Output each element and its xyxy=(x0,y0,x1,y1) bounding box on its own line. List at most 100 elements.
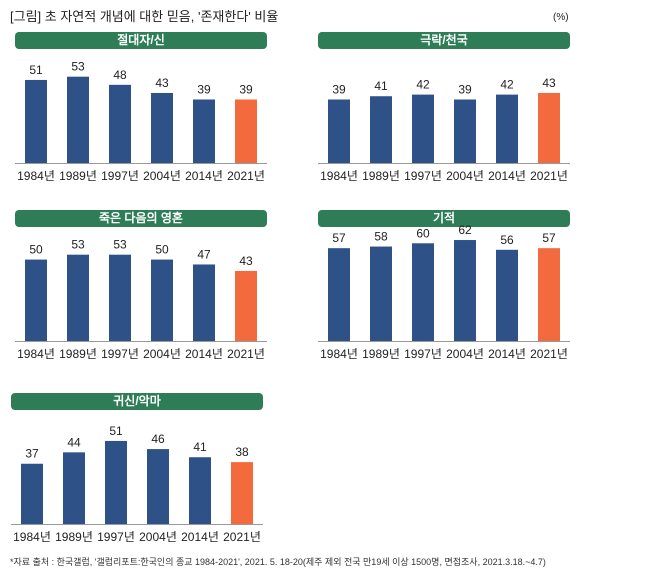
bar-value-label: 41 xyxy=(193,440,207,454)
bar-1984년 xyxy=(25,79,47,163)
bar-value-label: 43 xyxy=(155,76,169,90)
source-footnote: *자료 출처 : 한국갤럽, '갤럽리포트:한국인의 종교 1984-2021'… xyxy=(10,557,546,567)
bar-1984년 xyxy=(328,99,350,163)
bar-value-label: 39 xyxy=(239,82,253,96)
bar-value-label: 47 xyxy=(197,247,211,261)
x-tick-label: 2021년 xyxy=(227,347,265,361)
panel-god: 절대자/신 51 1984년 53 1989년 48 1997년 43 2004년 39 2014… xyxy=(15,32,267,192)
x-tick-label: 1997년 xyxy=(404,169,442,183)
x-tick-label: 2004년 xyxy=(446,347,484,361)
x-tick-label: 2014년 xyxy=(488,169,526,183)
bar-value-label: 50 xyxy=(29,243,43,257)
bar-chart: 37 1984년 44 1989년 51 1997년 46 2004년 41 2014년 38 202… xyxy=(11,424,263,544)
panel-header: 귀신/악마 xyxy=(11,393,263,410)
bar-2021년 xyxy=(235,99,257,163)
bar-chart: 57 1984년 58 1989년 60 1997년 62 2004년 56 2014년 57 202… xyxy=(318,223,570,361)
bar-value-label: 42 xyxy=(500,78,514,92)
bar-value-label: 57 xyxy=(542,231,556,245)
bar-value-label: 39 xyxy=(458,82,472,96)
x-tick-label: 2004년 xyxy=(139,530,177,544)
bar-1989년 xyxy=(370,246,392,341)
panel-ghost: 귀신/악마 37 1984년 44 1989년 51 1997년 46 2004년 41 2014… xyxy=(11,393,263,553)
panel-soul: 죽은 다음의 영혼 50 1984년 53 1989년 53 1997년 50 2004년 47… xyxy=(15,210,267,370)
bar-2021년 xyxy=(538,248,560,341)
bar-value-label: 56 xyxy=(500,233,514,247)
bar-value-label: 38 xyxy=(235,445,249,459)
bar-value-label: 42 xyxy=(416,78,430,92)
bar-value-label: 51 xyxy=(29,63,43,77)
bar-value-label: 37 xyxy=(25,447,39,461)
x-tick-label: 1984년 xyxy=(13,530,51,544)
panel-header: 극락/천국 xyxy=(318,32,570,49)
panel-heaven: 극락/천국 39 1984년 41 1989년 42 1997년 39 2004년 42 2014… xyxy=(318,32,570,192)
bar-value-label: 48 xyxy=(113,68,127,82)
bar-1989년 xyxy=(67,76,89,163)
x-tick-label: 1997년 xyxy=(101,169,139,183)
unit-label: (%) xyxy=(553,12,569,23)
bar-value-label: 39 xyxy=(332,82,346,96)
x-tick-label: 1989년 xyxy=(59,347,97,361)
x-tick-label: 1997년 xyxy=(404,347,442,361)
x-tick-label: 1984년 xyxy=(320,347,358,361)
bar-value-label: 44 xyxy=(67,435,81,449)
panel-header: 죽은 다음의 영혼 xyxy=(15,210,267,227)
x-tick-label: 1984년 xyxy=(17,169,55,183)
x-tick-label: 1989년 xyxy=(362,347,400,361)
bar-value-label: 50 xyxy=(155,243,169,257)
bar-2004년 xyxy=(151,259,173,341)
bar-value-label: 53 xyxy=(113,238,127,252)
bar-1997년 xyxy=(412,94,434,163)
x-tick-label: 2021년 xyxy=(530,169,568,183)
x-tick-label: 2004년 xyxy=(446,169,484,183)
x-tick-label: 2014년 xyxy=(181,530,219,544)
panel-header: 절대자/신 xyxy=(15,32,267,49)
bar-1984년 xyxy=(25,259,47,341)
x-tick-label: 1984년 xyxy=(17,347,55,361)
x-tick-label: 2014년 xyxy=(488,347,526,361)
bar-1984년 xyxy=(21,463,43,524)
bar-2014년 xyxy=(189,457,211,524)
x-tick-label: 2014년 xyxy=(185,169,223,183)
bar-chart: 39 1984년 41 1989년 42 1997년 39 2004년 42 2014년 43 202… xyxy=(318,76,570,183)
x-tick-label: 2004년 xyxy=(143,347,181,361)
x-tick-label: 2021년 xyxy=(223,530,261,544)
bar-1997년 xyxy=(105,440,127,524)
bar-2014년 xyxy=(496,249,518,341)
x-tick-label: 1997년 xyxy=(97,530,135,544)
bar-value-label: 43 xyxy=(542,76,556,90)
bar-2004년 xyxy=(147,449,169,524)
bar-1997년 xyxy=(109,254,131,341)
bar-2004년 xyxy=(454,99,476,163)
bar-2021년 xyxy=(235,270,257,341)
bar-value-label: 53 xyxy=(71,238,85,252)
bar-value-label: 51 xyxy=(109,424,123,438)
bar-chart: 51 1984년 53 1989년 48 1997년 43 2004년 39 2014년 39 202… xyxy=(15,60,267,183)
bar-1989년 xyxy=(67,254,89,341)
x-tick-label: 2004년 xyxy=(143,169,181,183)
x-tick-label: 2021년 xyxy=(530,347,568,361)
x-tick-label: 1997년 xyxy=(101,347,139,361)
panel-header: 기적 xyxy=(318,210,570,227)
bar-value-label: 58 xyxy=(374,230,388,244)
panel-miracle: 기적 57 1984년 58 1989년 60 1997년 62 2004년 56 2014년 57… xyxy=(318,210,570,370)
bar-2014년 xyxy=(193,99,215,163)
bar-2021년 xyxy=(231,462,253,524)
bar-2004년 xyxy=(454,240,476,341)
bar-value-label: 60 xyxy=(416,226,430,240)
bar-value-label: 43 xyxy=(239,254,253,268)
bar-value-label: 62 xyxy=(458,223,472,237)
x-tick-label: 1989년 xyxy=(362,169,400,183)
bar-1997년 xyxy=(412,243,434,341)
x-tick-label: 2021년 xyxy=(227,169,265,183)
bar-2004년 xyxy=(151,92,173,163)
bar-value-label: 39 xyxy=(197,82,211,96)
x-tick-label: 1984년 xyxy=(320,169,358,183)
bar-value-label: 57 xyxy=(332,231,346,245)
bar-value-label: 46 xyxy=(151,432,165,446)
bar-value-label: 53 xyxy=(71,60,85,74)
x-tick-label: 1989년 xyxy=(59,169,97,183)
bar-2014년 xyxy=(496,94,518,163)
x-tick-label: 2014년 xyxy=(185,347,223,361)
bar-value-label: 41 xyxy=(374,79,388,93)
figure-title: [그림] 초 자연적 개념에 대한 믿음, '존재한다' 비율 xyxy=(10,9,279,24)
